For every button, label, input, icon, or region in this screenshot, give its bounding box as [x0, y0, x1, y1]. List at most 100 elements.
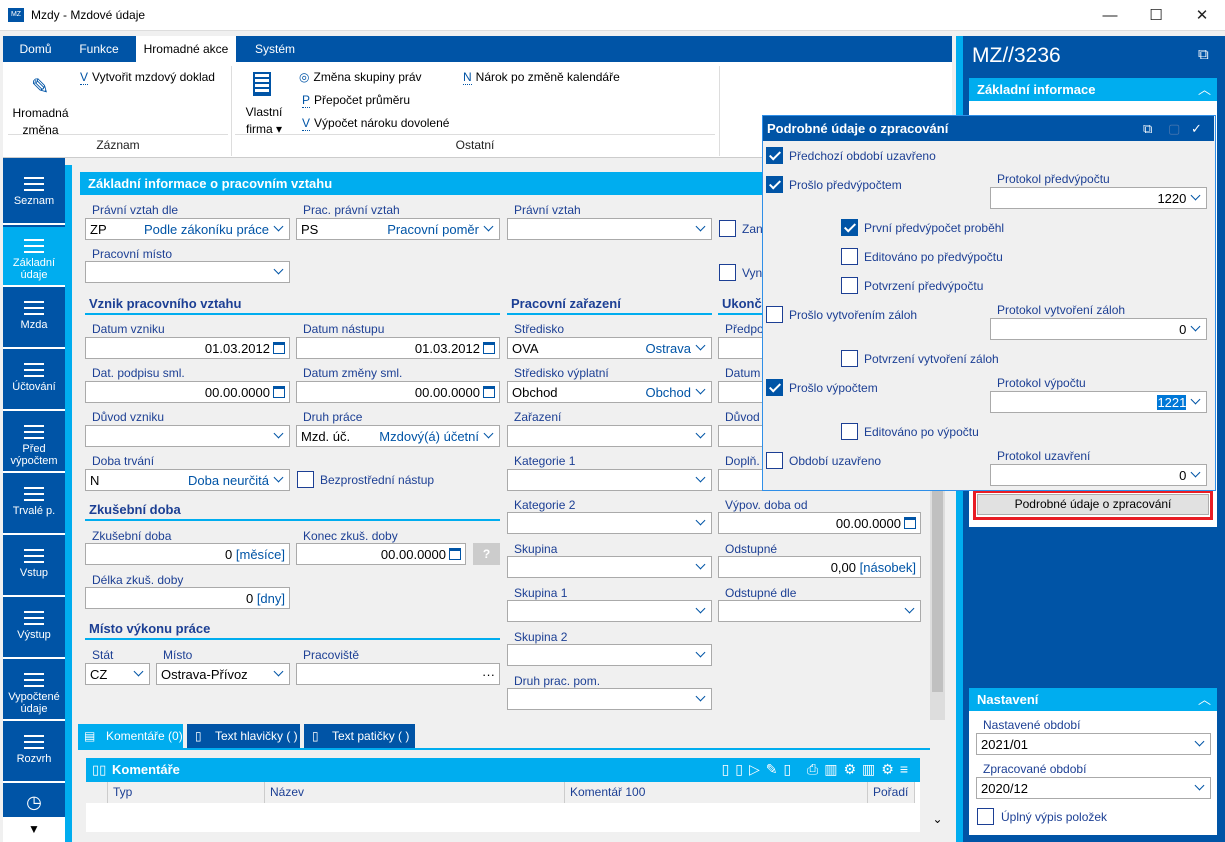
hromadna-zmena-button[interactable]: Hromadná změna — [12, 106, 69, 137]
sidebar-item-seznam[interactable]: Seznam — [3, 165, 65, 225]
pracovni-misto-select[interactable] — [85, 261, 290, 283]
vyn-checkbox[interactable] — [719, 264, 736, 281]
collapse-icon[interactable]: ︿ — [1197, 82, 1211, 97]
pracoviste-input[interactable]: ··· — [296, 663, 500, 685]
close-button[interactable]: ✕ — [1195, 7, 1209, 24]
help-button[interactable]: ? — [473, 543, 500, 565]
druh-prace-select[interactable]: Mzd. úč. Mzdový(á) účetní — [296, 425, 500, 447]
column-komentar[interactable]: Komentář 100 — [565, 782, 868, 803]
calendar-icon[interactable] — [483, 386, 495, 398]
skupina1-select[interactable] — [507, 600, 712, 622]
zmena-skupiny-prav-button[interactable]: ◎ Změna skupiny práv — [299, 70, 422, 84]
sidebar-item-vypoctene-udaje[interactable]: Vypočtené údaje — [3, 661, 65, 721]
potvrzeni-predvypoctu-checkbox[interactable] — [841, 277, 858, 294]
podrobne-udaje-button[interactable]: Podrobné údaje o zpracování — [977, 494, 1209, 515]
dopln-input[interactable] — [718, 469, 768, 491]
datum-nastupu-input[interactable]: 01.03.2012 — [296, 337, 500, 359]
stredisko-select[interactable]: OVA Ostrava — [507, 337, 712, 359]
vypocet-naroku-button[interactable]: V Výpočet nároku dovolené — [302, 116, 449, 131]
popout-icon[interactable]: ⧉ — [1198, 46, 1209, 63]
sidebar-item-zakladni-udaje[interactable]: Základní údaje — [3, 227, 65, 287]
column-typ[interactable]: Typ — [108, 782, 265, 803]
datum-vzniku-input[interactable]: 01.03.2012 — [85, 337, 290, 359]
protokol-predvypoctu-select[interactable]: 1220 — [990, 187, 1207, 209]
skupina-select[interactable] — [507, 556, 712, 578]
sidebar-item-trvale-p[interactable]: Trvalé p. — [3, 475, 65, 535]
column-selector[interactable] — [86, 782, 108, 803]
column-poradi[interactable]: Pořadí — [868, 782, 915, 803]
duvod-input[interactable] — [718, 425, 768, 447]
section-nastaveni[interactable]: Nastavení ︿ — [969, 688, 1217, 711]
druh-prac-pom-select[interactable] — [507, 688, 712, 710]
konec-zkus-input[interactable]: 00.00.0000 — [296, 543, 466, 565]
pravni-vztah-select[interactable] — [507, 218, 712, 240]
scroll-down-arrow[interactable]: ⌄ — [932, 812, 943, 826]
zkusebni-doba-input[interactable]: 0 [měsíce] — [85, 543, 290, 565]
pravni-vztah-dle-select[interactable]: ZP Podle zákoníku práce — [85, 218, 290, 240]
editovano-po-predvypoctu-checkbox[interactable] — [841, 248, 858, 265]
skupina2-select[interactable] — [507, 644, 712, 666]
vytvorit-mzdovy-doklad-button[interactable]: V Vytvořit mzdový doklad — [80, 70, 215, 85]
sidebar-item-rozvrh[interactable]: Rozvrh — [3, 723, 65, 783]
tab-komentare[interactable]: ▤ Komentáře (0) — [78, 724, 183, 748]
zarazeni-select[interactable] — [507, 425, 712, 447]
misto-select[interactable]: Ostrava-Přívoz — [156, 663, 290, 685]
stat-select[interactable]: CZ — [85, 663, 150, 685]
proslo-vypoctem-checkbox[interactable] — [766, 379, 783, 396]
protokol-uzavreni-select[interactable]: 0 — [990, 464, 1207, 486]
editovano-po-vypoctu-checkbox[interactable] — [841, 423, 858, 440]
uplny-vypis-checkbox[interactable] — [977, 808, 994, 825]
sidebar-item-uctovani[interactable]: Účtování — [3, 351, 65, 411]
obdobi-uzavreno-checkbox[interactable] — [766, 452, 783, 469]
protokol-zaloh-select[interactable]: 0 — [990, 318, 1207, 340]
grid-toolbar[interactable]: ▯▯▷✎▯ ⎙▥⚙▥⚙≡ — [721, 761, 914, 777]
section-zakladni-informace[interactable]: Základní informace ︿ — [969, 78, 1217, 101]
column-nazev[interactable]: Název — [265, 782, 565, 803]
calendar-icon[interactable] — [273, 386, 285, 398]
calendar-icon[interactable] — [449, 548, 461, 560]
stredisko-vyplatni-select[interactable]: Obchod Obchod — [507, 381, 712, 403]
proslo-zalohy-checkbox[interactable] — [766, 306, 783, 323]
vypov-doba-input[interactable]: 00.00.0000 — [718, 512, 921, 534]
kategorie1-select[interactable] — [507, 469, 712, 491]
zpracovane-obdobi-select[interactable]: 2020/12 — [976, 777, 1211, 799]
tab-domu[interactable]: Domů — [19, 42, 52, 56]
predchozi-checkbox[interactable] — [766, 147, 783, 164]
bezprostredni-checkbox[interactable] — [297, 471, 314, 488]
sidebar-item-mzda[interactable]: Mzda — [3, 289, 65, 349]
zan-checkbox[interactable] — [719, 220, 736, 237]
delka-zkus-input[interactable]: 0 [dny] — [85, 587, 290, 609]
tab-system[interactable]: Systém — [254, 42, 295, 56]
sidebar-item-clock[interactable]: ◷ — [3, 785, 65, 819]
tab-hromadne-akce[interactable]: Hromadné akce — [136, 36, 236, 62]
confirm-check-icon[interactable]: ✓ — [1191, 121, 1202, 136]
potvrzeni-zaloh-checkbox[interactable] — [841, 350, 858, 367]
calendar-icon[interactable] — [904, 517, 916, 529]
ellipsis-button[interactable]: ··· — [482, 666, 495, 682]
prepocet-prumeru-button[interactable]: P Přepočet průměru — [302, 93, 410, 108]
prac-pravni-vztah-select[interactable]: PS Pracovní poměr — [296, 218, 500, 240]
doba-trvani-select[interactable]: N Doba neurčitá — [85, 469, 290, 491]
duvod-vzniku-select[interactable] — [85, 425, 290, 447]
prvni-predvypocet-checkbox[interactable] — [841, 219, 858, 236]
narok-po-zmene-button[interactable]: N Nárok po změně kalendáře — [463, 70, 620, 85]
sidebar-item-vstup[interactable]: Vstup — [3, 537, 65, 597]
tab-funkce[interactable]: Funkce — [79, 42, 119, 56]
scroll-down-button[interactable]: ▼ — [3, 819, 65, 842]
protokol-vypoctu-select[interactable]: 1221 — [990, 391, 1207, 413]
collapse-icon[interactable]: ︿ — [1197, 692, 1211, 707]
tab-text-paticky[interactable]: ▯ Text patičky ( ) — [304, 724, 415, 748]
minimize-button[interactable]: — — [1102, 6, 1118, 24]
kategorie2-select[interactable] — [507, 512, 712, 534]
vlastni-firma-button[interactable]: Vlastní firma ▾ — [245, 105, 283, 136]
dat-podpisu-input[interactable]: 00.00.0000 — [85, 381, 290, 403]
tab-text-hlavicky[interactable]: ▯ Text hlavičky ( ) — [187, 724, 300, 748]
predpo-input[interactable] — [718, 337, 768, 359]
sidebar-item-vystup[interactable]: Výstup — [3, 599, 65, 659]
popout-icon[interactable]: ⧉ — [1143, 121, 1153, 136]
datum-input[interactable] — [718, 381, 768, 403]
odstupne-input[interactable]: 0,00 [násobek] — [718, 556, 921, 578]
nastavene-obdobi-select[interactable]: 2021/01 — [976, 733, 1211, 755]
odstupne-dle-select[interactable] — [718, 600, 921, 622]
sidebar-item-pred-vypoctem[interactable]: Před výpočtem — [3, 413, 65, 473]
